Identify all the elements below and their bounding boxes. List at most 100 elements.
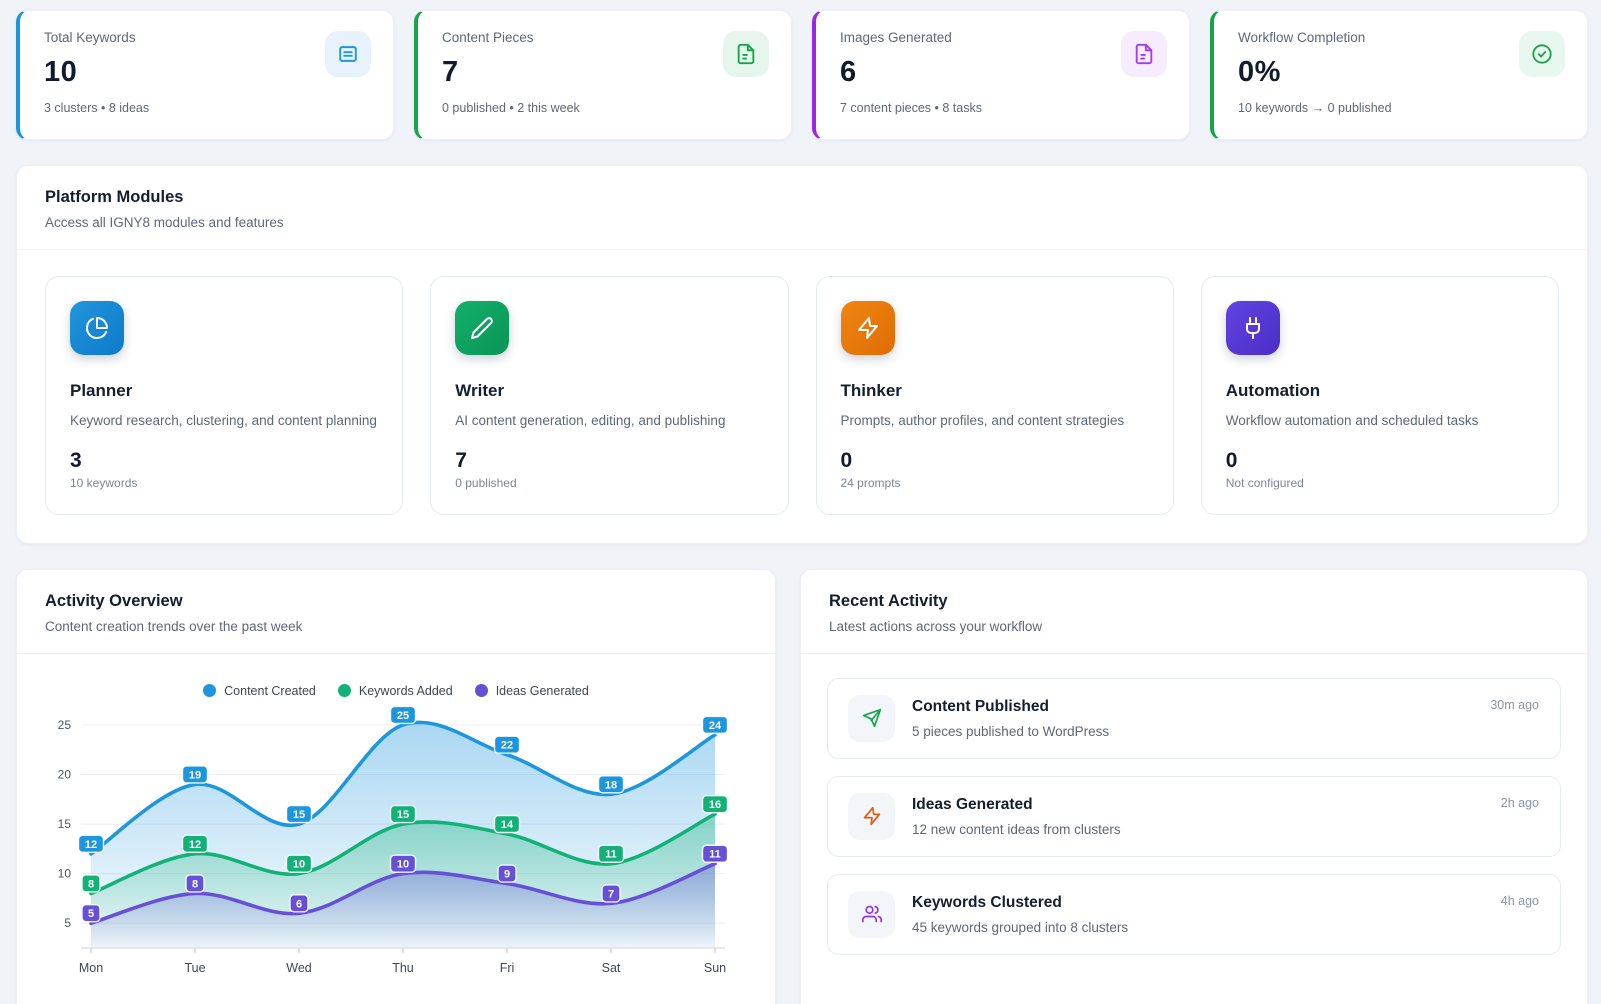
- activity-item-text: Content Published 5 pieces published to …: [912, 695, 1109, 742]
- stat-subtext: 10 keywords → 0 published: [1238, 101, 1392, 115]
- stat-card-workflow-completion: Workflow Completion 0% 10 keywords → 0 p…: [1210, 10, 1588, 140]
- module-description: AI content generation, editing, and publ…: [455, 413, 726, 428]
- pie-chart-icon: [70, 301, 124, 355]
- stat-subtext: 3 clusters • 8 ideas: [44, 101, 150, 115]
- svg-text:Sun: Sun: [704, 961, 726, 975]
- recent-activity-list: Content Published 5 pieces published to …: [801, 654, 1587, 979]
- activity-item-content-published: Content Published 5 pieces published to …: [827, 677, 1561, 759]
- svg-text:Wed: Wed: [286, 961, 312, 975]
- activity-overview-header: Activity Overview Content creation trend…: [17, 570, 775, 654]
- svg-text:15: 15: [293, 809, 305, 821]
- svg-text:15: 15: [397, 809, 409, 821]
- svg-text:8: 8: [192, 878, 198, 890]
- panel-title: Activity Overview: [45, 591, 183, 610]
- panel-subtitle: Access all IGNY8 modules and features: [45, 215, 284, 230]
- module-value: 0: [1225, 448, 1238, 472]
- legend-item[interactable]: Content Created: [203, 684, 316, 698]
- recent-activity-header: Recent Activity Latest actions across yo…: [801, 570, 1587, 654]
- svg-text:10: 10: [58, 867, 72, 881]
- activity-item-text: Keywords Clustered 45 keywords grouped i…: [912, 891, 1128, 938]
- svg-text:9: 9: [504, 868, 510, 880]
- legend-item[interactable]: Ideas Generated: [474, 684, 589, 698]
- file-text-icon: [723, 31, 769, 77]
- activity-item-description: 12 new content ideas from clusters: [912, 821, 1121, 837]
- module-value: 0: [840, 448, 853, 472]
- document-lines-icon: [325, 31, 371, 77]
- panel-title: Recent Activity: [829, 591, 948, 610]
- module-value: 7: [455, 448, 467, 472]
- svg-text:7: 7: [608, 888, 614, 900]
- svg-text:25: 25: [58, 718, 72, 732]
- activity-item-title: Keywords Clustered: [912, 893, 1062, 911]
- stat-value: 0%: [1238, 56, 1281, 88]
- recent-activity-panel: Recent Activity Latest actions across yo…: [800, 568, 1588, 1004]
- module-name: Automation: [1225, 381, 1321, 400]
- svg-text:10: 10: [397, 859, 409, 871]
- svg-text:Sat: Sat: [602, 961, 621, 975]
- image-file-icon: [1121, 31, 1167, 77]
- stat-subtext: 7 content pieces • 8 tasks: [840, 101, 982, 115]
- activity-item-timestamp: 30m ago: [1490, 697, 1539, 712]
- module-value: 3: [70, 448, 82, 472]
- stat-value: 10: [44, 56, 78, 88]
- svg-text:8: 8: [88, 878, 94, 890]
- svg-text:5: 5: [88, 908, 94, 920]
- module-description: Workflow automation and scheduled tasks: [1225, 413, 1479, 428]
- stat-value: 6: [840, 56, 857, 88]
- legend-label: Keywords Added: [358, 683, 453, 698]
- chart-legend: Content Created Keywords Added Ideas Gener…: [17, 684, 775, 698]
- svg-text:11: 11: [709, 849, 721, 861]
- svg-text:16: 16: [709, 799, 721, 811]
- svg-text:24: 24: [709, 720, 722, 732]
- pencil-icon: [455, 301, 510, 355]
- svg-text:22: 22: [501, 740, 513, 752]
- module-card-thinker[interactable]: Thinker Prompts, author profiles, and co…: [815, 276, 1174, 515]
- legend-dot: [337, 684, 351, 698]
- module-name: Writer: [455, 381, 505, 400]
- panel-subtitle: Content creation trends over the past we…: [45, 618, 303, 634]
- svg-text:12: 12: [85, 839, 97, 851]
- activity-item-description: 45 keywords grouped into 8 clusters: [912, 919, 1129, 935]
- svg-text:10: 10: [293, 859, 305, 871]
- stat-value: 7: [442, 56, 459, 88]
- stat-label: Images Generated: [840, 30, 952, 45]
- stat-label: Workflow Completion: [1238, 30, 1366, 45]
- panel-title: Platform Modules: [45, 188, 184, 206]
- module-caption: 10 keywords: [70, 475, 138, 490]
- module-card-writer[interactable]: Writer AI content generation, editing, a…: [430, 276, 789, 515]
- module-description: Prompts, author profiles, and content st…: [840, 413, 1125, 428]
- activity-item-timestamp: 2h ago: [1500, 795, 1539, 810]
- svg-text:15: 15: [58, 817, 72, 831]
- svg-text:12: 12: [189, 839, 201, 851]
- stat-card-images-generated: Images Generated 6 7 content pieces • 8 …: [812, 10, 1190, 140]
- activity-item-title: Ideas Generated: [912, 795, 1033, 813]
- activity-item-keywords-clustered: Keywords Clustered 45 keywords grouped i…: [827, 873, 1561, 955]
- legend-item[interactable]: Keywords Added: [337, 683, 453, 698]
- check-circle-icon: [1519, 31, 1565, 77]
- svg-text:25: 25: [397, 710, 409, 722]
- activity-chart: 12 19 15 25 22 18 24 8 12 10 15 14 11 16 5 8 6 10 9 7 11 5 10 1…: [47, 705, 749, 987]
- svg-text:Thu: Thu: [392, 961, 414, 975]
- svg-text:Fri: Fri: [500, 961, 515, 975]
- module-caption: Not configured: [1225, 475, 1304, 490]
- svg-text:Tue: Tue: [184, 961, 205, 975]
- stats-row: Total Keywords 10 3 clusters • 8 ideas C…: [16, 10, 1588, 140]
- stat-label: Total Keywords: [44, 30, 136, 45]
- zap-icon: [840, 301, 895, 355]
- stat-label: Content Pieces: [442, 30, 534, 45]
- svg-text:20: 20: [58, 767, 72, 781]
- activity-item-title: Content Published: [912, 697, 1049, 715]
- platform-modules-header: Platform Modules Access all IGNY8 module…: [17, 166, 1587, 250]
- stat-card-content-pieces: Content Pieces 7 0 published • 2 this we…: [414, 10, 792, 140]
- send-icon: [848, 694, 895, 742]
- module-caption: 0 published: [455, 475, 517, 490]
- svg-text:19: 19: [189, 769, 201, 781]
- platform-modules-panel: Platform Modules Access all IGNY8 module…: [16, 165, 1588, 544]
- module-card-planner[interactable]: Planner Keyword research, clustering, an…: [45, 276, 404, 515]
- panel-subtitle: Latest actions across your workflow: [829, 618, 1043, 634]
- module-card-automation[interactable]: Automation Workflow automation and sched…: [1200, 276, 1559, 515]
- svg-text:Mon: Mon: [79, 961, 103, 975]
- stat-subtext: 0 published • 2 this week: [442, 101, 580, 115]
- activity-item-description: 5 pieces published to WordPress: [912, 723, 1110, 739]
- activity-item-text: Ideas Generated 12 new content ideas fro…: [912, 793, 1121, 840]
